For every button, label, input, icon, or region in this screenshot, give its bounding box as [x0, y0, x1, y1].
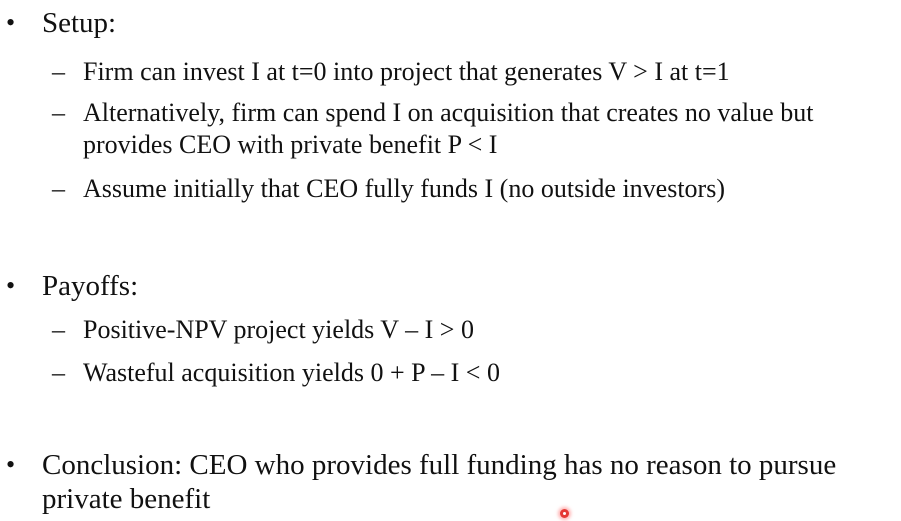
bullet-marker: •: [6, 271, 16, 300]
dash-marker: –: [52, 98, 65, 127]
bullet-setup-text: Setup:: [42, 7, 117, 39]
sub-item-invest-text: Firm can invest I at t=0 into project th…: [83, 57, 730, 86]
dash-marker: –: [52, 358, 65, 387]
bullet-conclusion-text: Conclusion: CEO who provides full fundin…: [42, 449, 837, 515]
laser-pointer-icon: [560, 509, 569, 518]
sub-item-positive-npv-text: Positive-NPV project yields V – I > 0: [83, 315, 474, 344]
bullet-marker: •: [6, 450, 16, 479]
dash-marker: –: [52, 315, 65, 344]
dash-marker: –: [52, 57, 65, 86]
sub-item-acquisition-text: Alternatively, firm can spend I on acqui…: [83, 98, 814, 159]
bullet-marker: •: [6, 8, 16, 37]
sub-item-wasteful-text: Wasteful acquisition yields 0 + P – I < …: [83, 358, 500, 387]
bullet-payoffs-text: Payoffs:: [42, 270, 139, 302]
sub-item-assume-text: Assume initially that CEO fully funds I …: [83, 174, 725, 203]
dash-marker: –: [52, 174, 65, 203]
